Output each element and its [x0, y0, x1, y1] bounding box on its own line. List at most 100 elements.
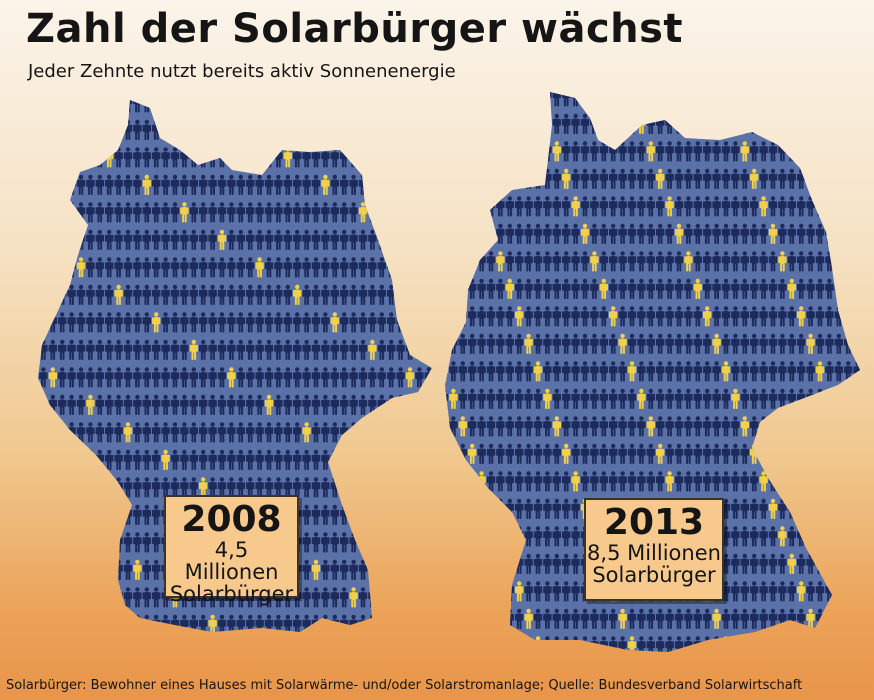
- resident-figure: [38, 147, 39, 168]
- resident-figure: [434, 175, 442, 195]
- resident-figure: [105, 587, 114, 608]
- solar-citizen-figure: [505, 553, 514, 574]
- resident-figure: [180, 100, 189, 113]
- resident-figure: [67, 477, 76, 498]
- resident-figure: [67, 449, 76, 470]
- resident-figure: [377, 100, 386, 113]
- solar-citizen-figure: [486, 498, 496, 519]
- resident-figure: [618, 113, 627, 134]
- resident-figure: [39, 202, 48, 223]
- resident-figure: [449, 306, 458, 327]
- solar-citizen-figure: [721, 92, 731, 107]
- resident-figure: [396, 147, 405, 168]
- solar-citizen-figure: [95, 532, 104, 553]
- resident-figure: [396, 174, 405, 195]
- solar-citizen-figure: [38, 100, 39, 113]
- resident-figure: [405, 100, 415, 113]
- resident-figure: [396, 422, 405, 443]
- resident-figure: [853, 636, 860, 652]
- resident-figure: [787, 416, 796, 437]
- resident-figure: [477, 636, 486, 652]
- resident-figure: [95, 504, 104, 525]
- resident-figure: [759, 113, 768, 134]
- resident-figure: [415, 119, 424, 140]
- resident-figure: [95, 100, 104, 113]
- resident-figure: [863, 279, 871, 299]
- resident-figure: [468, 196, 477, 217]
- resident-figure: [105, 477, 114, 498]
- resident-figure: [768, 113, 778, 134]
- resident-figure: [524, 92, 533, 107]
- resident-figure: [496, 92, 505, 107]
- resident-figure: [255, 119, 264, 140]
- resident-figure: [48, 257, 57, 278]
- resident-figure: [815, 141, 825, 162]
- resident-figure: [38, 202, 39, 223]
- resident-figure: [368, 559, 377, 580]
- resident-figure: [424, 312, 432, 333]
- resident-figure: [38, 257, 39, 278]
- resident-figure: [797, 636, 806, 652]
- resident-figure: [825, 92, 834, 107]
- resident-figure: [161, 119, 170, 140]
- resident-figure: [368, 449, 377, 470]
- unit-label-2008: Solarbürger: [169, 582, 294, 606]
- resident-figure: [458, 278, 467, 299]
- resident-figure: [377, 504, 386, 525]
- resident-figure: [405, 119, 415, 140]
- resident-figure: [95, 587, 104, 608]
- resident-figure: [424, 477, 432, 498]
- resident-figure: [95, 119, 104, 140]
- resident-figure: [863, 196, 871, 216]
- resident-figure: [217, 100, 227, 113]
- resident-figure: [693, 113, 702, 134]
- resident-figure: [445, 113, 449, 134]
- resident-figure: [844, 416, 853, 437]
- resident-figure: [39, 284, 48, 305]
- resident-figure: [759, 636, 768, 652]
- resident-figure: [468, 526, 477, 547]
- resident-figure: [505, 141, 514, 162]
- resident-figure: [445, 251, 449, 272]
- resident-figure: [815, 471, 825, 492]
- resident-figure: [477, 608, 486, 629]
- resident-figure: [449, 498, 458, 519]
- resident-figure: [853, 306, 860, 327]
- resident-figure: [468, 581, 477, 602]
- resident-figure: [787, 443, 796, 464]
- resident-figure: [415, 477, 424, 498]
- resident-figure: [283, 119, 292, 140]
- resident-figure: [424, 559, 432, 580]
- resident-figure: [358, 100, 368, 113]
- resident-figure: [434, 395, 442, 415]
- resident-figure: [405, 614, 415, 632]
- resident-figure: [340, 100, 349, 113]
- resident-figure: [434, 560, 442, 580]
- resident-figure: [449, 168, 458, 189]
- resident-figure: [58, 119, 67, 140]
- resident-figure: [396, 532, 405, 553]
- resident-figure: [67, 100, 76, 113]
- resident-figure: [863, 554, 871, 574]
- resident-figure: [434, 202, 442, 222]
- resident-figure: [693, 92, 702, 107]
- resident-figure: [740, 113, 749, 134]
- resident-figure: [863, 416, 871, 436]
- resident-figure: [368, 100, 377, 113]
- resident-figure: [274, 100, 283, 113]
- resident-figure: [48, 449, 57, 470]
- resident-figure: [797, 443, 806, 464]
- resident-figure: [48, 587, 57, 608]
- resident-figure: [58, 449, 67, 470]
- resident-figure: [264, 119, 274, 140]
- resident-figure: [377, 449, 386, 470]
- resident-figure: [424, 532, 432, 553]
- resident-figure: [834, 388, 843, 409]
- resident-figure: [445, 168, 449, 189]
- resident-figure: [58, 257, 67, 278]
- resident-figure: [387, 119, 396, 140]
- resident-figure: [170, 119, 180, 140]
- resident-figure: [39, 312, 48, 333]
- resident-figure: [486, 113, 496, 134]
- resident-figure: [387, 559, 396, 580]
